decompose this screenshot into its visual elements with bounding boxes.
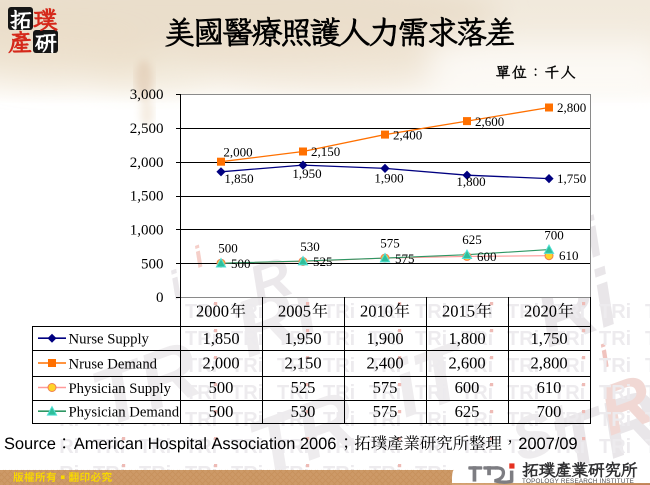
- svg-text:3,000: 3,000: [130, 87, 164, 103]
- svg-text:0: 0: [156, 290, 164, 306]
- svg-text:500: 500: [209, 402, 234, 421]
- svg-text:2,400: 2,400: [393, 128, 422, 143]
- svg-text:2,600: 2,600: [475, 114, 504, 129]
- svg-text:TOPOLOGY RESEARCH INSTITUTE: TOPOLOGY RESEARCH INSTITUTE: [522, 478, 634, 485]
- svg-text:2,800: 2,800: [557, 100, 586, 115]
- svg-text:1,800: 1,800: [456, 174, 485, 189]
- svg-text:575: 575: [373, 402, 398, 421]
- svg-text:1,500: 1,500: [130, 189, 164, 205]
- svg-text:600: 600: [455, 378, 480, 397]
- svg-text:Nurse Supply: Nurse Supply: [69, 332, 150, 348]
- svg-text:2,600: 2,600: [448, 354, 485, 373]
- svg-text:2,000: 2,000: [130, 155, 164, 171]
- svg-text:2,150: 2,150: [284, 354, 321, 373]
- svg-text:1,000: 1,000: [130, 223, 164, 239]
- svg-text:575: 575: [373, 378, 398, 397]
- svg-text:2,500: 2,500: [130, 121, 164, 137]
- svg-text:1,900: 1,900: [374, 171, 403, 186]
- svg-text:1,850: 1,850: [224, 171, 253, 186]
- svg-text:500: 500: [209, 378, 234, 397]
- svg-text:1,750: 1,750: [530, 329, 567, 348]
- svg-text:2,000: 2,000: [223, 145, 252, 160]
- svg-text:525: 525: [291, 378, 316, 397]
- svg-text:2,400: 2,400: [366, 354, 403, 373]
- svg-text:2,800: 2,800: [530, 354, 567, 373]
- svg-text:500: 500: [141, 256, 164, 272]
- svg-text:610: 610: [559, 248, 579, 263]
- svg-text:610: 610: [537, 378, 562, 397]
- svg-text:575: 575: [380, 236, 400, 251]
- svg-text:Physician Demand: Physician Demand: [69, 405, 180, 421]
- svg-text:530: 530: [291, 402, 316, 421]
- svg-text:Nruse Demand: Nruse Demand: [69, 356, 158, 372]
- svg-text:500: 500: [231, 256, 251, 271]
- svg-text:700: 700: [537, 402, 562, 421]
- svg-text:1,900: 1,900: [366, 329, 403, 348]
- svg-text:1,750: 1,750: [557, 171, 586, 186]
- svg-text:575: 575: [395, 251, 415, 266]
- svg-text:625: 625: [455, 402, 480, 421]
- svg-text:525: 525: [313, 254, 333, 269]
- svg-text:500: 500: [218, 241, 238, 256]
- svg-text:625: 625: [462, 232, 482, 247]
- svg-text:2,000: 2,000: [202, 354, 239, 373]
- svg-text:Physician Supply: Physician Supply: [69, 381, 172, 397]
- svg-text:2,150: 2,150: [311, 144, 340, 159]
- svg-text:700: 700: [544, 228, 564, 243]
- svg-text:530: 530: [300, 239, 320, 254]
- svg-text:1,800: 1,800: [448, 329, 485, 348]
- svg-text:1,950: 1,950: [284, 329, 321, 348]
- svg-text:1,950: 1,950: [292, 166, 321, 181]
- svg-text:600: 600: [477, 249, 497, 264]
- svg-text:1,850: 1,850: [202, 329, 239, 348]
